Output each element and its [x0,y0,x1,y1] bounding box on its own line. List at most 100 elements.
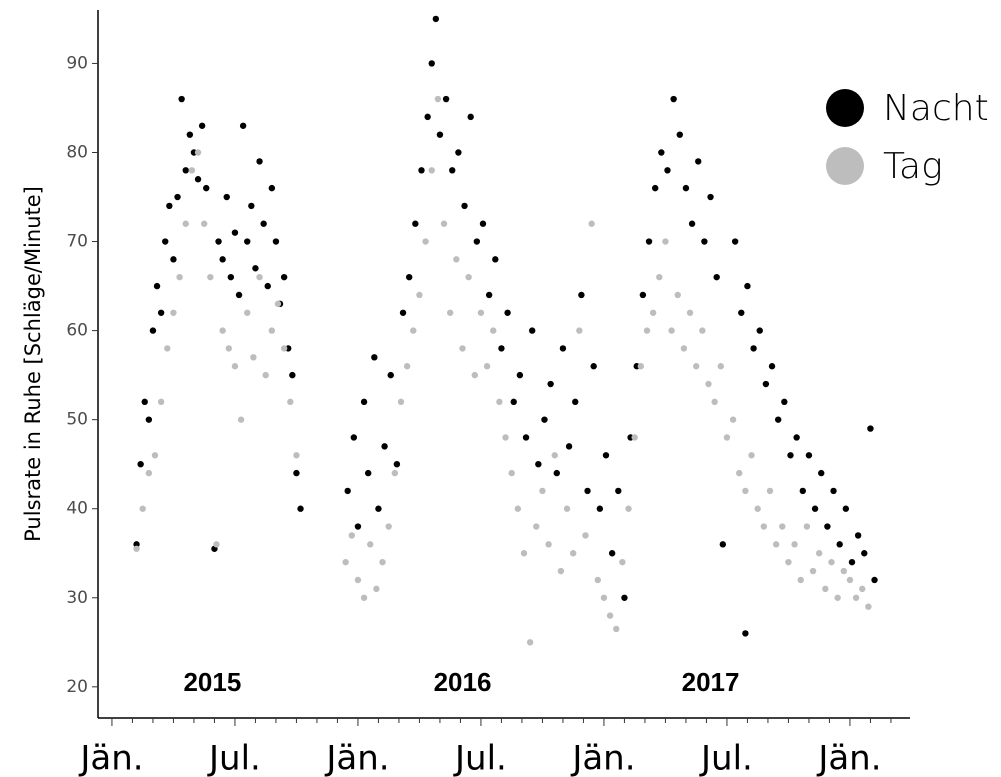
point [360,594,368,601]
point [656,273,663,281]
point [676,131,683,138]
point [619,558,626,566]
point [766,487,774,495]
point [207,273,214,281]
point [219,327,226,334]
point [867,425,874,432]
point [651,184,659,192]
point [750,345,757,352]
point [280,345,288,352]
point [223,193,230,201]
point [809,567,817,575]
point [590,363,597,370]
point [385,523,392,530]
point [367,541,374,548]
x-tick-label: Jän. [324,739,389,777]
point [760,523,768,530]
point [268,184,276,192]
point [231,229,239,236]
point [231,363,239,370]
point [485,291,493,299]
point [551,452,558,459]
point [424,113,431,121]
point [174,193,181,201]
point [467,113,474,121]
point [153,282,161,290]
point [449,167,456,174]
legend-marker [826,147,864,185]
point [637,363,645,370]
point [510,398,517,406]
point [272,238,280,245]
point [713,273,720,281]
point [344,487,351,495]
point [859,585,866,593]
point [699,327,706,334]
x-tick-label: Jul. [207,739,261,777]
point [787,452,794,459]
point [244,238,251,245]
point [371,354,378,361]
point [416,291,423,299]
point [145,416,153,423]
y-axis-label: Pulsrate in Ruhe [Schläge/Minute] [21,186,45,542]
point [516,371,524,379]
point [520,550,528,557]
point [822,585,829,593]
point [373,585,380,593]
point [834,594,841,601]
point [852,594,860,601]
point [871,576,878,584]
point [348,532,355,539]
point [522,434,530,441]
point [145,469,153,477]
point [791,541,798,548]
point [695,158,702,165]
point [701,238,708,245]
point [621,594,628,601]
point [649,309,657,316]
point [865,603,872,610]
point [576,327,583,334]
point [260,220,267,227]
point [781,398,788,406]
point [815,550,823,557]
point [436,131,444,138]
point [600,594,608,601]
point [182,220,189,227]
point [736,469,743,477]
point [256,158,263,165]
point [631,434,638,441]
point [477,309,485,316]
point [350,434,358,441]
point [274,300,282,308]
point [711,398,718,406]
point [824,523,831,530]
point [729,416,737,423]
point [287,398,294,406]
legend-label: Nacht [883,88,989,129]
point [602,452,610,459]
point [502,434,509,441]
point [504,309,511,316]
point [164,345,171,352]
y-tick-label: 50 [66,410,88,430]
point [545,541,552,548]
point [861,550,868,557]
point [186,131,194,138]
point [440,220,448,227]
point [381,443,388,450]
point [508,469,515,477]
point [772,541,780,548]
point [225,345,232,352]
y-tick-label: 90 [66,53,88,73]
point [686,309,694,316]
point [572,398,579,406]
point [846,576,854,584]
point [264,282,271,290]
point [582,532,589,539]
point [412,220,419,227]
year-annotation: 2016 [434,667,492,697]
point [354,523,362,530]
